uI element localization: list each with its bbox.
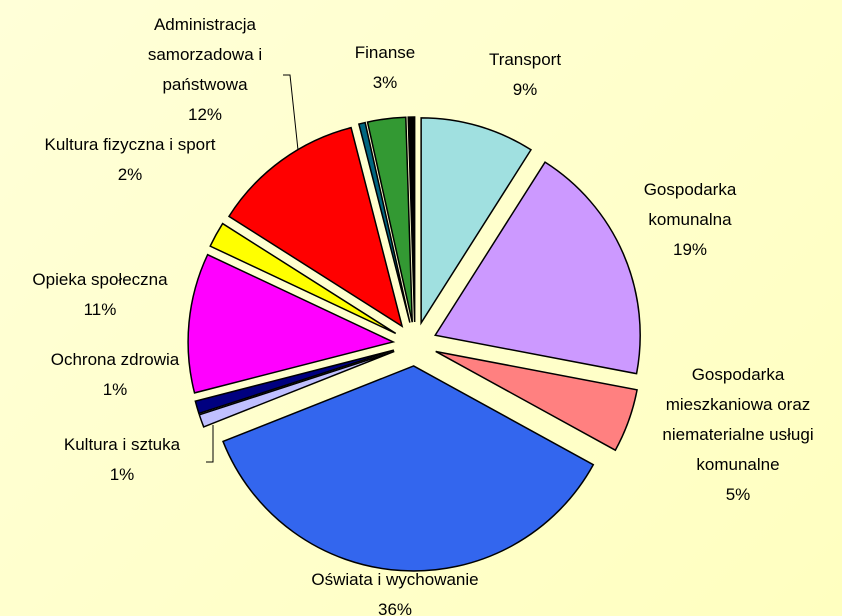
slice-label: Oświata i wychowanie 36% [245, 565, 545, 616]
slice-label: Gospodarka komunalna 19% [635, 175, 745, 265]
slice-label: Ochrona zdrowia 1% [15, 345, 215, 405]
category-label: Ochrona zdrowia [50, 350, 180, 369]
value-label: 9% [512, 80, 538, 99]
leader-line [206, 425, 214, 463]
value-label: 2% [117, 165, 143, 184]
pie-slice [357, 121, 411, 323]
slice-label: Opieka społeczna 11% [0, 265, 200, 325]
value-label: 36% [377, 600, 413, 616]
category-label: Gospodarka mieszkaniowa oraz niematerial… [662, 365, 814, 474]
value-label: 5% [725, 485, 751, 504]
pie-slice [198, 350, 395, 428]
category-label: Finanse [354, 43, 416, 62]
slice-label: Gospodarka mieszkaniowa oraz niematerial… [656, 360, 821, 510]
pie-slice [420, 117, 533, 326]
pie-slice [433, 161, 641, 375]
pie-slice [366, 116, 413, 323]
value-label: 1% [102, 380, 128, 399]
pie-slice [227, 126, 404, 328]
value-label: 19% [672, 240, 708, 259]
value-label: 3% [372, 73, 398, 92]
pie-slice [194, 349, 395, 415]
pie-slice [222, 365, 595, 572]
slice-label: Kultura fizyczna i sport 2% [25, 130, 235, 190]
pie-slice [209, 222, 397, 335]
value-label: 12% [187, 105, 223, 124]
value-label: 1% [109, 465, 135, 484]
slice-label: Transport 9% [465, 45, 585, 105]
pie-slice [187, 253, 396, 394]
category-label: Oświata i wychowanie [311, 570, 479, 589]
category-label: Opieka społeczna [32, 270, 168, 289]
category-label: Kultura fizyczna i sport [44, 135, 216, 154]
slice-label: Finanse 3% [335, 38, 435, 98]
category-label: Gospodarka komunalna [643, 180, 737, 229]
slice-label: Kultura i sztuka 1% [22, 430, 222, 490]
value-label: 11% [83, 300, 117, 319]
pie-slice [407, 116, 416, 323]
leader-line [283, 74, 299, 151]
slice-label: Administracja samorzadowa i państwowa 12% [135, 10, 275, 130]
pie-slice [435, 350, 638, 452]
category-label: Kultura i sztuka [63, 435, 181, 454]
category-label: Transport [488, 50, 562, 69]
category-label: Administracja samorzadowa i państwowa [147, 15, 263, 94]
